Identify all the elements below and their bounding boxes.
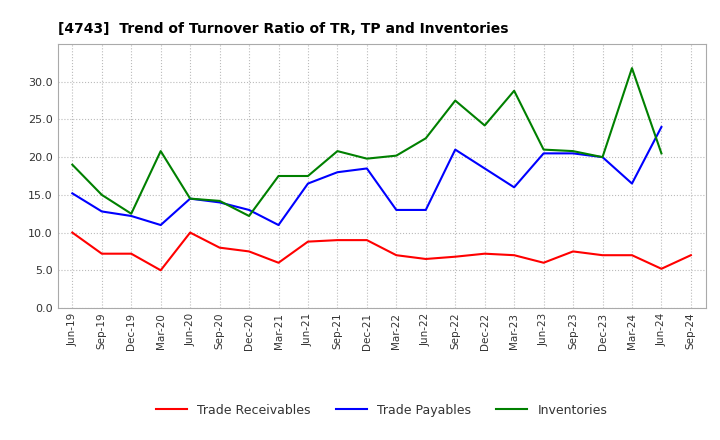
Trade Payables xyxy=(363,166,372,171)
Trade Receivables xyxy=(451,254,459,259)
Trade Receivables xyxy=(539,260,548,265)
Trade Payables xyxy=(539,151,548,156)
Trade Payables xyxy=(569,151,577,156)
Trade Payables xyxy=(156,222,165,227)
Trade Payables xyxy=(333,169,342,175)
Trade Receivables xyxy=(274,260,283,265)
Trade Receivables xyxy=(687,253,696,258)
Inventories xyxy=(510,88,518,93)
Trade Payables xyxy=(451,147,459,152)
Inventories xyxy=(539,147,548,152)
Trade Receivables xyxy=(480,251,489,257)
Trade Receivables xyxy=(628,253,636,258)
Trade Receivables xyxy=(127,251,135,257)
Text: [4743]  Trend of Turnover Ratio of TR, TP and Inventories: [4743] Trend of Turnover Ratio of TR, TP… xyxy=(58,22,508,36)
Inventories xyxy=(451,98,459,103)
Inventories xyxy=(392,153,400,158)
Inventories xyxy=(569,148,577,154)
Trade Payables xyxy=(421,207,430,213)
Trade Receivables xyxy=(215,245,224,250)
Inventories xyxy=(97,192,106,198)
Inventories xyxy=(480,123,489,128)
Trade Payables xyxy=(392,207,400,213)
Trade Payables xyxy=(657,125,666,130)
Trade Receivables xyxy=(304,239,312,244)
Trade Payables xyxy=(480,166,489,171)
Trade Receivables xyxy=(363,238,372,243)
Trade Payables xyxy=(97,209,106,214)
Trade Receivables xyxy=(421,257,430,262)
Inventories xyxy=(628,66,636,71)
Trade Payables xyxy=(186,196,194,201)
Trade Payables xyxy=(245,207,253,213)
Trade Payables xyxy=(628,181,636,186)
Trade Payables xyxy=(215,200,224,205)
Trade Receivables xyxy=(510,253,518,258)
Trade Payables xyxy=(598,154,607,160)
Trade Receivables xyxy=(569,249,577,254)
Trade Payables xyxy=(510,185,518,190)
Inventories xyxy=(363,156,372,161)
Inventories xyxy=(598,154,607,160)
Trade Receivables xyxy=(156,268,165,273)
Inventories xyxy=(333,148,342,154)
Inventories xyxy=(186,196,194,201)
Trade Receivables xyxy=(657,266,666,271)
Inventories xyxy=(245,213,253,219)
Line: Trade Payables: Trade Payables xyxy=(72,127,662,225)
Trade Receivables xyxy=(598,253,607,258)
Trade Receivables xyxy=(245,249,253,254)
Trade Receivables xyxy=(186,230,194,235)
Trade Receivables xyxy=(68,230,76,235)
Inventories xyxy=(127,211,135,216)
Line: Trade Receivables: Trade Receivables xyxy=(72,233,691,270)
Trade Payables xyxy=(127,213,135,219)
Trade Receivables xyxy=(333,238,342,243)
Trade Payables xyxy=(68,191,76,196)
Inventories xyxy=(274,173,283,179)
Trade Payables xyxy=(304,181,312,186)
Line: Inventories: Inventories xyxy=(72,68,662,216)
Trade Receivables xyxy=(97,251,106,257)
Inventories xyxy=(657,151,666,156)
Inventories xyxy=(421,136,430,141)
Trade Receivables xyxy=(392,253,400,258)
Trade Payables xyxy=(274,222,283,227)
Inventories xyxy=(304,173,312,179)
Legend: Trade Receivables, Trade Payables, Inventories: Trade Receivables, Trade Payables, Inven… xyxy=(151,399,612,422)
Inventories xyxy=(156,148,165,154)
Inventories xyxy=(68,162,76,167)
Inventories xyxy=(215,198,224,204)
